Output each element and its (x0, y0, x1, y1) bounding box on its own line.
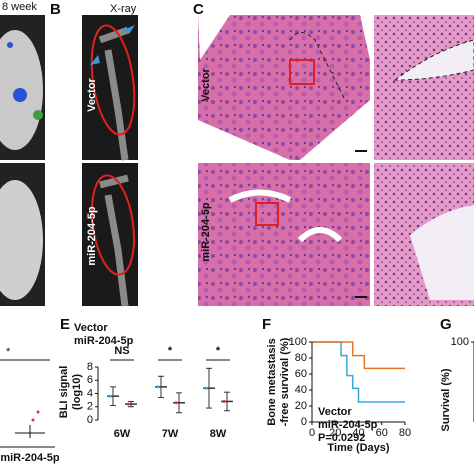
panel-title: X-ray (110, 3, 137, 15)
x-tick-label: 0 (309, 427, 315, 439)
panel-label: B (50, 1, 61, 18)
panel-title: 8 week (2, 1, 37, 13)
annotation: * (6, 346, 11, 358)
panel-label: F (262, 316, 271, 333)
legend-entry: Vector (74, 322, 108, 334)
y-axis-label: Bone metastasis (266, 338, 278, 425)
mouse (0, 180, 43, 300)
x-tick-label: 80 (399, 427, 411, 439)
region (410, 205, 474, 300)
panel-label: G (440, 316, 452, 333)
y-tick-label: 8 (87, 361, 93, 373)
y-tick-label: 100 (289, 336, 307, 348)
x-tick-label: 20 (329, 427, 341, 439)
scale-bar (355, 150, 367, 152)
annotation: NS (114, 345, 129, 357)
bone (98, 26, 130, 161)
dot (156, 385, 160, 389)
y-tick-label: 4 (87, 387, 93, 399)
highlight (90, 24, 136, 136)
panel-c: C Vector miR-204-5p (193, 1, 474, 306)
image (374, 15, 474, 160)
signal (13, 88, 27, 102)
y-tick-label: 6 (87, 374, 93, 386)
x-axis-label: Time (Days) (327, 442, 389, 454)
y-tick-label: 40 (295, 384, 307, 396)
panel-d: * miR-204-5p (0, 346, 60, 464)
marrow (228, 189, 343, 243)
arrowhead (90, 25, 135, 65)
image (82, 163, 138, 306)
panel-label: E (60, 316, 70, 333)
dot (204, 386, 208, 390)
survival-line (312, 341, 405, 403)
y-tick-label: 80 (295, 352, 307, 364)
zoom-box (255, 202, 279, 226)
legend-entry: miR-204-5p (318, 419, 378, 431)
dot (108, 394, 112, 398)
y-axis-label: Survival (%) (440, 368, 452, 431)
panel-b: B X-ray Vector miR-204-5p (50, 1, 138, 307)
outline (289, 32, 346, 101)
annotation: * (216, 345, 221, 357)
signal (7, 42, 13, 48)
legend-entry: miR-204-5p (74, 335, 134, 347)
dot (222, 399, 226, 403)
dot (31, 418, 35, 422)
row-label: miR-204-5p (86, 206, 98, 266)
background (198, 15, 370, 160)
y-axis-label: -free survival (%) (279, 337, 291, 426)
panel-a: 8 week (0, 1, 45, 306)
highlight (91, 174, 135, 276)
x-tick-label: 7W (162, 428, 179, 440)
y-tick-label: 0 (87, 414, 93, 426)
annotation: * (168, 345, 173, 357)
x-tick-label: 40 (352, 427, 364, 439)
legend-entry: Vector (318, 406, 352, 418)
y-tick-label: 60 (295, 368, 307, 380)
region (393, 39, 474, 81)
x-tick-label: 6W (114, 428, 131, 440)
x-tick-label: 8W (210, 428, 227, 440)
y-axis-label: BLI signal (58, 366, 70, 419)
scale-bar (355, 296, 367, 298)
annotation: P=0.0292 (318, 432, 365, 444)
y-tick-label: 2 (87, 401, 93, 413)
panel-label: C (193, 1, 204, 18)
dot (36, 410, 40, 414)
dot (126, 402, 130, 406)
y-tick-label: 100 (451, 336, 469, 348)
y-axis-label: (log10) (71, 374, 83, 410)
row-label: Vector (200, 67, 212, 101)
x-tick-label: 60 (376, 427, 388, 439)
zoom-box (289, 59, 315, 85)
image (198, 163, 370, 306)
category-label: miR-204-5p (0, 452, 60, 464)
y-tick-label: 20 (295, 400, 307, 412)
y-tick-label: 0 (301, 416, 307, 428)
panel-g: 100 (451, 336, 469, 348)
bone (99, 174, 129, 307)
row-label: miR-204-5p (200, 202, 212, 262)
row-label: Vector (86, 77, 98, 111)
dot (174, 401, 178, 405)
survival-line (312, 341, 405, 370)
signal (33, 110, 43, 120)
